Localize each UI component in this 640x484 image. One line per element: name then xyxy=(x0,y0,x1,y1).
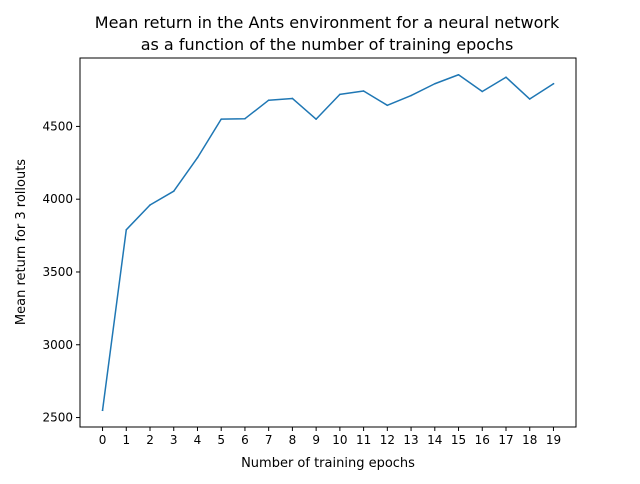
data-series xyxy=(101,73,555,412)
data-point xyxy=(362,90,365,92)
x-tick-label: 14 xyxy=(427,433,442,447)
x-tick-label: 13 xyxy=(403,433,418,447)
x-tick-label: 12 xyxy=(380,433,395,447)
data-point xyxy=(244,117,246,120)
data-point xyxy=(315,118,317,120)
x-tick-label: 18 xyxy=(522,433,537,447)
axis-ticks: 0 1 2 3 4 5 6 7 8 9 10 11 12 13 14 15 16 17 18 192500300035… xyxy=(42,119,561,447)
x-tick-label: 19 xyxy=(546,433,561,447)
y-tick-label: 4000 xyxy=(42,192,73,206)
x-tick-label: 17 xyxy=(498,433,513,447)
x-tick-label: 10 xyxy=(332,433,347,447)
x-tick-label: 6 xyxy=(241,433,249,447)
data-point xyxy=(386,104,389,107)
series-line xyxy=(101,73,555,412)
data-point xyxy=(172,190,175,192)
x-tick-label: 2 xyxy=(146,433,154,447)
x-tick-label: 11 xyxy=(356,433,371,447)
x-tick-label: 16 xyxy=(475,433,490,447)
data-point xyxy=(149,204,151,206)
data-point xyxy=(101,409,104,412)
data-point xyxy=(528,98,531,100)
data-point xyxy=(433,82,436,85)
x-tick-label: 5 xyxy=(217,433,225,447)
data-point xyxy=(457,73,460,76)
x-tick-label: 15 xyxy=(451,433,466,447)
data-point xyxy=(552,82,555,85)
data-point xyxy=(196,156,199,159)
y-axis-label: Mean return for 3 rollouts xyxy=(14,159,29,325)
chart-title-line-2: as a function of the number of training … xyxy=(141,35,514,54)
chart-title-line-1: Mean return in the Ants environment for … xyxy=(95,13,560,32)
data-point xyxy=(291,97,294,100)
data-point xyxy=(481,90,484,93)
x-tick-label: 1 xyxy=(122,433,130,447)
x-tick-label: 0 xyxy=(99,433,107,447)
y-tick-label: 3500 xyxy=(42,265,73,279)
x-tick-label: 8 xyxy=(289,433,297,447)
data-point xyxy=(410,94,412,97)
plot-area-frame xyxy=(79,57,577,428)
x-tick-label: 3 xyxy=(170,433,178,447)
y-tick-label: 2500 xyxy=(42,411,73,425)
data-point xyxy=(267,99,270,102)
data-point xyxy=(220,118,223,120)
data-point xyxy=(339,93,341,96)
x-tick-label: 7 xyxy=(265,433,273,447)
data-point xyxy=(125,228,128,231)
x-axis-label: Number of training epochs xyxy=(241,456,415,471)
y-tick-label: 3000 xyxy=(42,338,73,352)
data-point xyxy=(505,76,507,79)
x-tick-label: 4 xyxy=(194,433,202,447)
x-tick-label: 9 xyxy=(312,433,320,447)
y-tick-label: 4500 xyxy=(42,119,73,133)
